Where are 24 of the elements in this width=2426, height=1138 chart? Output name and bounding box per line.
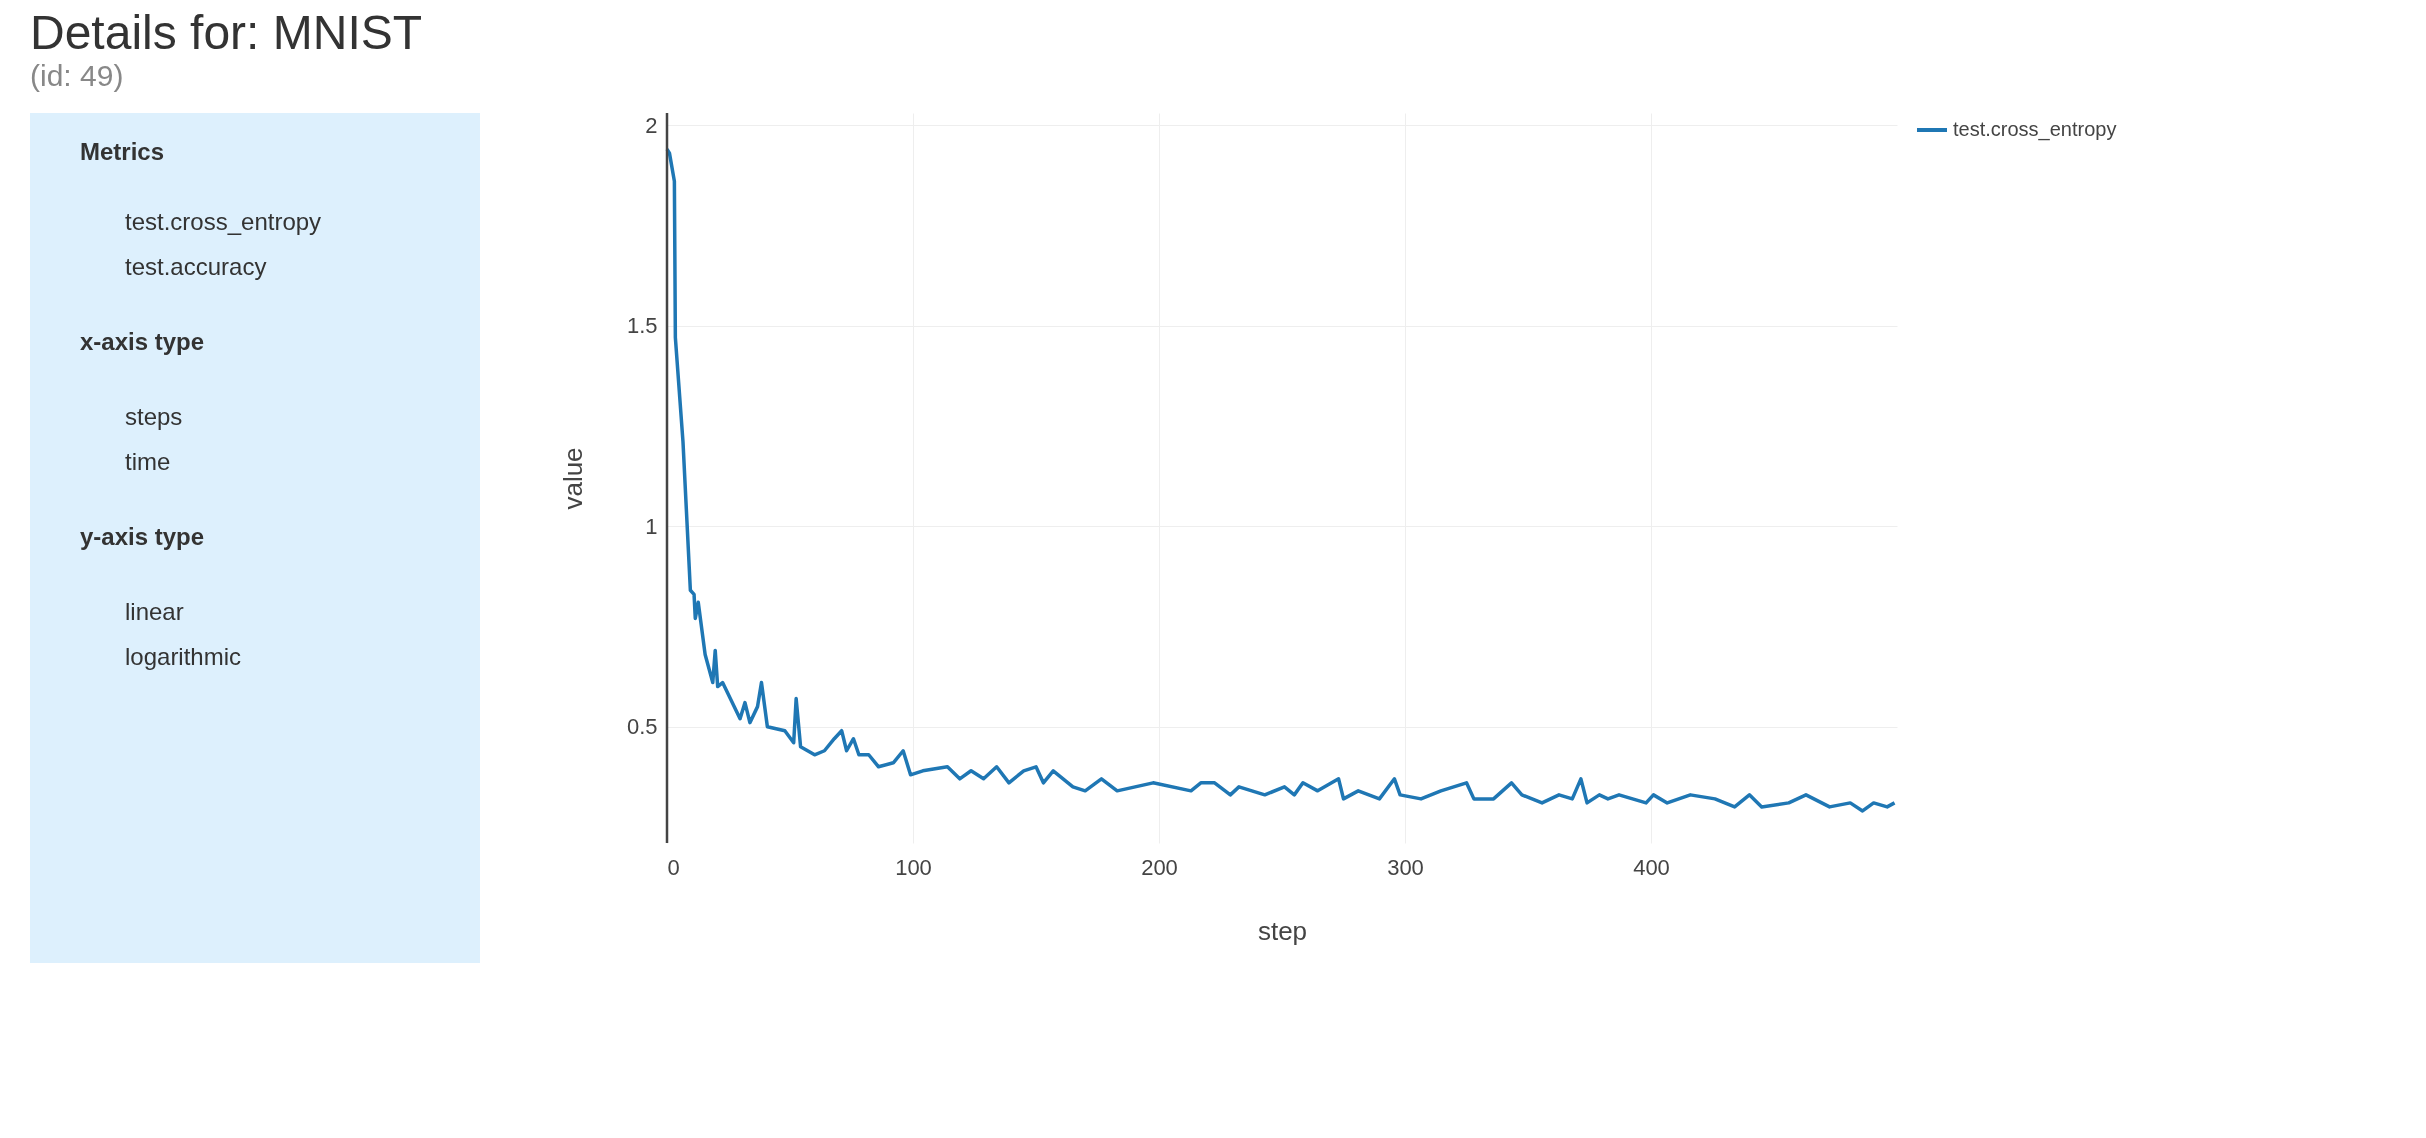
x-tick-label: 100 [895, 854, 932, 880]
text: Details for: MNIST [30, 5, 423, 59]
text: logarithmic [125, 643, 242, 670]
text: linear [125, 598, 184, 625]
y-tick-label: 1.5 [626, 313, 658, 339]
text: y-axis type [80, 523, 205, 550]
text: x-axis type [80, 328, 205, 355]
x-tick-label: 0 [667, 854, 680, 880]
x-tick-label: 200 [1141, 854, 1178, 880]
text: (id: 49) [30, 58, 124, 92]
text: time [125, 448, 171, 475]
text: Metrics [80, 138, 165, 165]
x-tick-label: 300 [1387, 854, 1424, 880]
y-tick-label: 1 [645, 513, 658, 539]
line-series [665, 147, 1897, 813]
x-axis-title: step [1257, 915, 1308, 946]
text: steps [125, 403, 183, 430]
legend-label: test.cross_entropy [1953, 118, 2117, 141]
text: test.cross_entropy [125, 208, 322, 235]
y-tick-label: 2 [645, 112, 658, 138]
y-axis-title: value [557, 447, 588, 510]
x-tick-label: 400 [1633, 854, 1670, 880]
y-tick-label: 0.5 [626, 714, 658, 740]
text: test.accuracy [125, 253, 267, 280]
